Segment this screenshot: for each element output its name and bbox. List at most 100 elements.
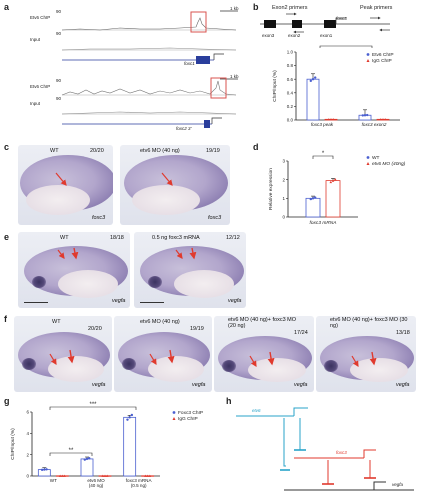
data-point	[101, 474, 105, 477]
data-point	[314, 76, 317, 79]
peak-highlight-box-2	[210, 77, 227, 99]
peak-highlight-box-1	[190, 11, 207, 33]
model-gene-foxc3: foxc3	[336, 450, 347, 455]
data-point	[148, 474, 152, 477]
embryo-c-mo-condition: etv6 MO (40 ng)	[140, 148, 180, 154]
track-label-etv6-chip-1: Etv6 ChIP	[30, 15, 51, 20]
data-point	[379, 118, 383, 121]
embryo-e-mrna-count: 12/12	[226, 235, 240, 241]
y-tick-label: 0	[282, 215, 285, 220]
embryo-f-mo-condition: etv6 MO (40 ng)	[140, 319, 180, 325]
data-point	[83, 458, 87, 461]
panel-e-f-arrowheads	[49, 349, 377, 368]
tss-arrow-2	[211, 117, 222, 124]
significance-bracket	[49, 452, 93, 456]
data-point	[58, 474, 62, 477]
exon1-box	[324, 20, 336, 28]
data-point	[363, 114, 367, 117]
data-point	[329, 118, 333, 121]
embryo-f-wt-condition: WT	[52, 319, 61, 325]
data-point	[333, 177, 337, 181]
model-gene-vegfa: vegfa	[392, 482, 404, 487]
embryo-e-wt-count: 18/18	[110, 235, 124, 241]
embryo-f-combo2-count: 13/18	[396, 330, 410, 336]
chart-g: 0 2 4 6 ChIP/Input (%) WT etv6 MO(40 ng) foxc3 …	[10, 402, 203, 488]
data-point	[311, 78, 315, 81]
panel-f-label: f	[4, 314, 7, 324]
panel-a-label: a	[4, 2, 10, 12]
legend-label: etv6 MO (40ng)	[372, 161, 406, 167]
exon3-box	[264, 20, 276, 28]
significance-bracket	[319, 45, 373, 48]
significance-bracket	[312, 155, 334, 159]
data-point	[361, 114, 364, 117]
panel-a-track-graphics	[61, 10, 238, 128]
data-point	[43, 468, 46, 471]
exon-foxc1	[196, 56, 210, 64]
embryo-c-mo-count: 19/19	[206, 148, 220, 154]
embryo-c-wt-count: 20/20	[90, 148, 104, 154]
panel-h-model-diagram: etv6 foxc3 vegfa	[224, 398, 421, 500]
embryo-e-mrna-probe: vegfa	[228, 298, 242, 304]
significance-bracket	[49, 406, 137, 410]
y-tick-label: 0.4	[287, 90, 294, 95]
data-point	[128, 416, 131, 419]
y-tick-label: 0.6	[287, 77, 294, 82]
tss-arrow-1	[213, 53, 224, 60]
panel-e-label: e	[4, 232, 10, 242]
exon2-box	[292, 20, 302, 28]
legend-label: IgG ChIP	[178, 416, 198, 422]
y-axis-label: ChIP/Input (%)	[272, 70, 278, 102]
embryo-f-combo1: etv6 MO (40 ng)+ foxc3 MO (20 ng) 17/24 …	[214, 316, 314, 392]
y-tick-label: 2	[26, 452, 29, 457]
significance-label: **	[69, 448, 74, 454]
embryo-f-combo1-condition: etv6 MO (40 ng)+ foxc3 MO (20 ng)	[228, 317, 297, 329]
embryo-c-wt-probe: foxc3	[92, 215, 106, 221]
embryo-c-mo-probe: foxc3	[208, 215, 222, 221]
y-tick-label: 6	[26, 410, 29, 415]
track-max-2: 90	[56, 31, 62, 36]
embryo-c-wt: WT 20/20 foxc3	[18, 145, 113, 225]
legend-marker	[366, 59, 370, 62]
track-label-etv6-chip-2: Etv6 ChIP	[30, 84, 51, 89]
data-point	[329, 180, 333, 184]
bar-a	[80, 458, 94, 477]
data-point	[331, 179, 335, 182]
y-tick-label: 3	[282, 159, 285, 164]
bar-a	[123, 416, 137, 477]
bar-a	[305, 197, 321, 218]
scale-label-1: 1 kb	[230, 6, 239, 11]
category-label: foxc3 mRNA	[126, 478, 153, 483]
y-tick-label: 1.0	[287, 50, 294, 55]
y-tick-label: 1	[282, 196, 285, 201]
data-point	[314, 196, 317, 199]
data-point	[105, 474, 109, 477]
y-tick-label: 0.0	[287, 118, 294, 123]
embryo-c-wt-condition: WT	[50, 148, 59, 154]
exon2-label: exon2	[288, 33, 301, 38]
significance-label: ***	[89, 402, 97, 408]
embryo-f-mo-probe: vegfa	[192, 382, 206, 388]
embryo-e-wt-condition: WT	[60, 235, 69, 241]
track-max-4: 90	[56, 96, 62, 101]
panel-b-gene-diagram	[260, 12, 390, 34]
legend-label: Etv6 ChIP	[372, 52, 394, 58]
data-point	[61, 474, 64, 477]
category-label: WT	[50, 478, 57, 483]
y-tick-label: 4	[26, 431, 29, 436]
embryo-e-mrna: 0.5 ng foxc3 mRNA 12/12 vegfa	[134, 232, 246, 308]
legend-label: Foxc3 ChIP	[178, 410, 203, 416]
data-point	[63, 474, 66, 477]
x-axis-label: foxc3 mRNA	[310, 220, 337, 226]
embryo-f-wt-probe: vegfa	[92, 382, 106, 388]
panel-c-label: c	[4, 142, 10, 152]
data-point	[126, 418, 129, 421]
y-axis-label: ChIP/Input (%)	[10, 428, 16, 460]
y-tick-label: 2	[282, 177, 285, 182]
gene-label-foxc3: foxc3	[336, 16, 347, 21]
foxc3-tss-arrow	[335, 17, 346, 24]
data-point	[146, 474, 149, 477]
y-tick-label: 0	[26, 474, 29, 479]
bar-a	[306, 78, 320, 121]
embryo-e-wt-probe: vegfa	[112, 298, 126, 304]
